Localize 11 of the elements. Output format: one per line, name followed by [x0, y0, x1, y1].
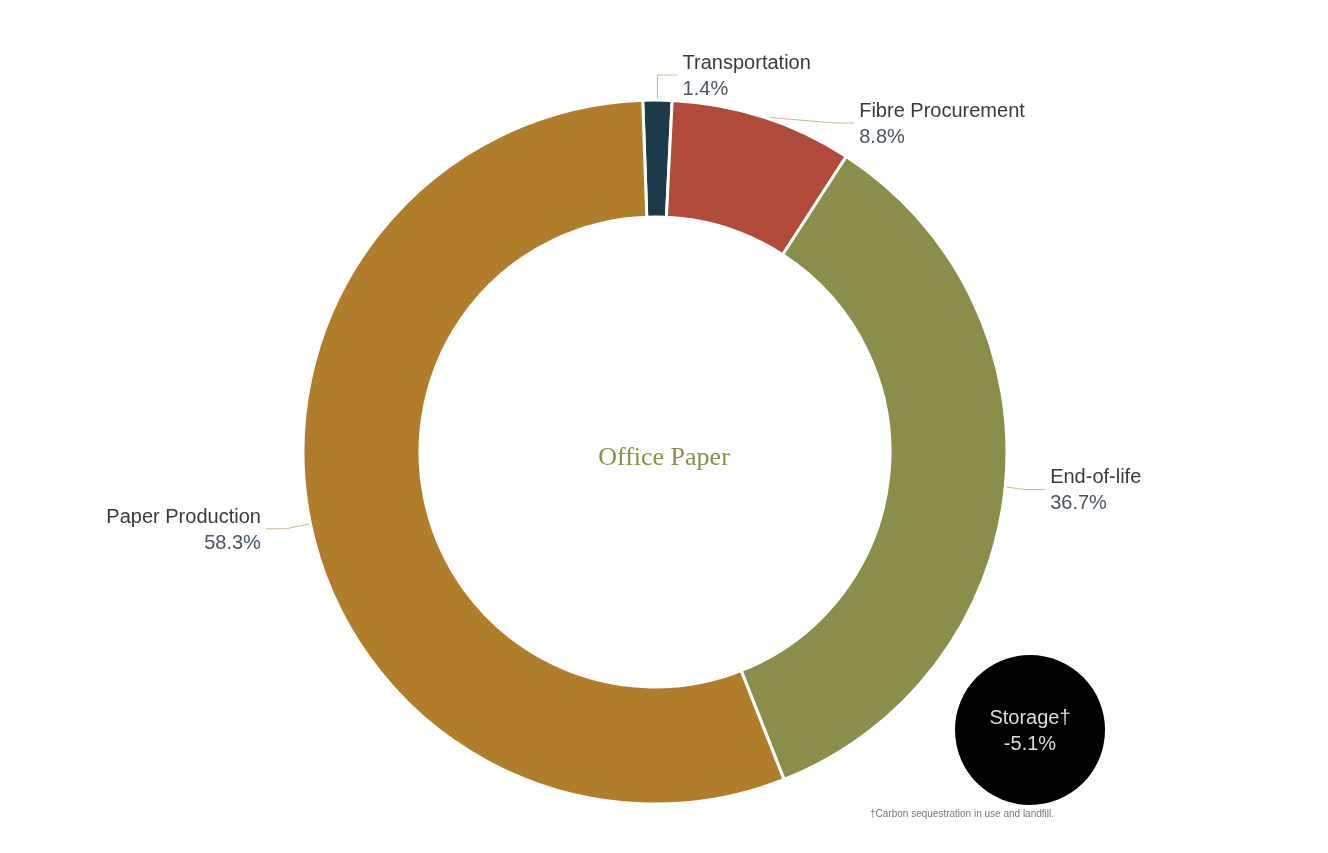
slice-label: Paper Production: [106, 504, 261, 527]
data-label: 8.8%: [859, 125, 906, 148]
text: Storage† -5.1%: [989, 705, 1071, 756]
data-label: 1.4%: [682, 77, 729, 100]
text: †Carbon sequestration in use and landfill.: [870, 808, 1055, 819]
slice-label: End-of-life: [1050, 465, 1142, 488]
slice-label: Transportation: [682, 51, 811, 74]
data-label: 36.7%: [1050, 491, 1108, 514]
text: Office Paper: [598, 441, 731, 471]
slice-label: Fibre Procurement: [859, 99, 1026, 122]
data-label: 58.3%: [204, 530, 262, 553]
